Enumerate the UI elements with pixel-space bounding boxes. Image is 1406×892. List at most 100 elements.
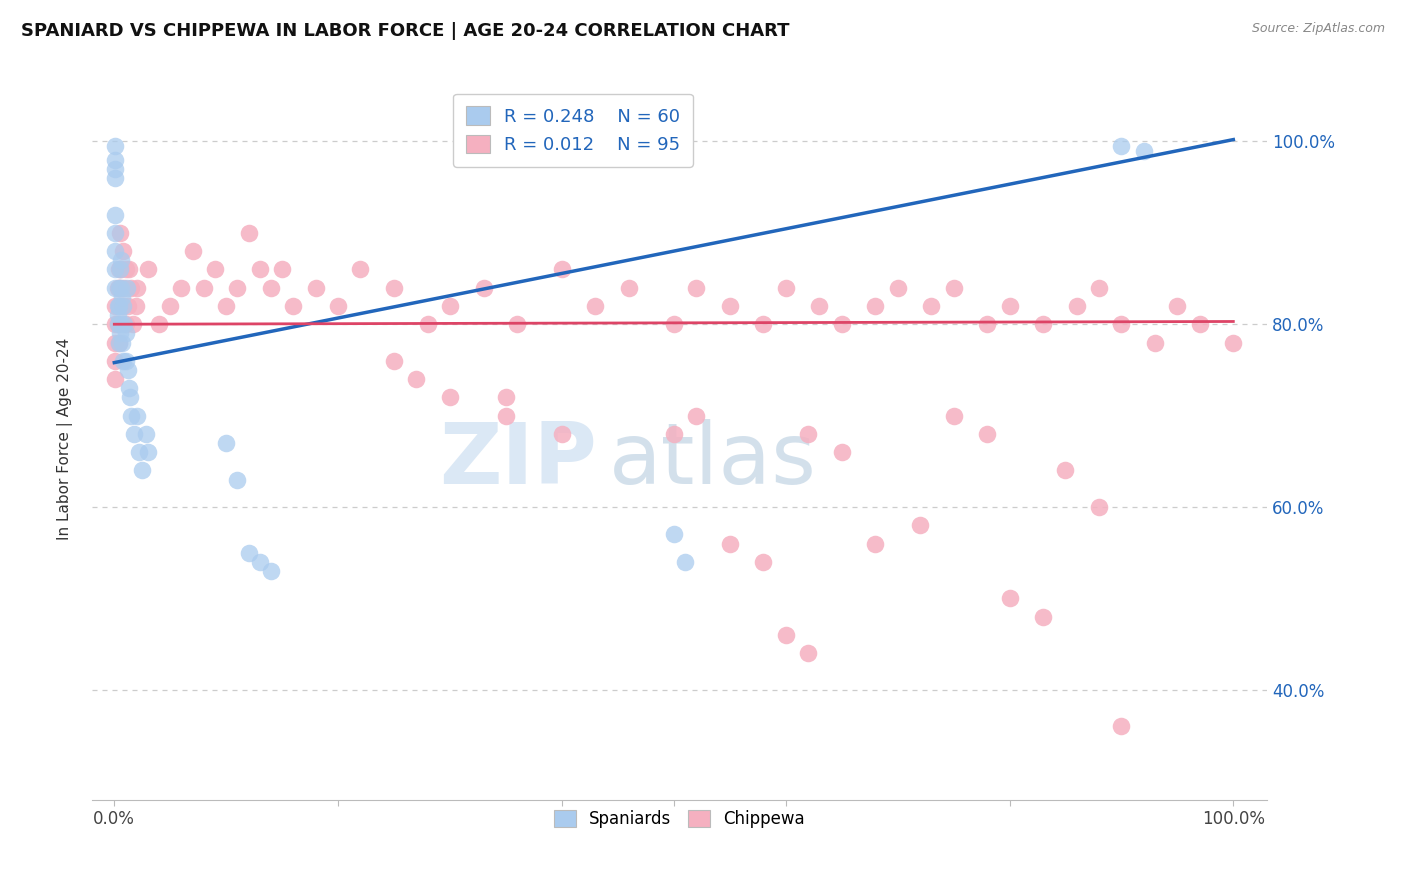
Point — [831, 445, 853, 459]
Point — [120, 280, 142, 294]
Point — [1166, 299, 1188, 313]
Point — [108, 226, 131, 240]
Point — [238, 546, 260, 560]
Point — [107, 280, 129, 294]
Point — [1088, 280, 1111, 294]
Point — [865, 536, 887, 550]
Point — [108, 262, 131, 277]
Point — [976, 317, 998, 331]
Point — [181, 244, 204, 259]
Point — [112, 280, 135, 294]
Legend: Spaniards, Chippewa: Spaniards, Chippewa — [547, 803, 811, 835]
Text: Source: ZipAtlas.com: Source: ZipAtlas.com — [1251, 22, 1385, 36]
Point — [775, 280, 797, 294]
Point — [439, 299, 461, 313]
Point — [104, 262, 127, 277]
Point — [135, 426, 157, 441]
Point — [718, 536, 741, 550]
Point — [118, 262, 141, 277]
Text: ZIP: ZIP — [440, 418, 598, 501]
Point — [114, 326, 136, 341]
Point — [112, 353, 135, 368]
Point — [104, 161, 127, 176]
Point — [112, 299, 135, 313]
Point — [775, 628, 797, 642]
Point — [117, 299, 139, 313]
Point — [998, 591, 1021, 606]
Point — [104, 139, 127, 153]
Point — [104, 299, 127, 313]
Point — [170, 280, 193, 294]
Point — [131, 463, 153, 477]
Point — [114, 353, 136, 368]
Point — [107, 335, 129, 350]
Point — [260, 564, 283, 578]
Point — [1111, 317, 1133, 331]
Point — [920, 299, 942, 313]
Point — [797, 426, 820, 441]
Point — [1188, 317, 1211, 331]
Point — [107, 335, 129, 350]
Point — [718, 299, 741, 313]
Point — [110, 262, 132, 277]
Point — [193, 280, 215, 294]
Point — [673, 555, 696, 569]
Y-axis label: In Labor Force | Age 20-24: In Labor Force | Age 20-24 — [58, 337, 73, 540]
Point — [104, 153, 127, 167]
Point — [662, 317, 685, 331]
Point — [215, 436, 238, 450]
Point — [662, 527, 685, 541]
Point — [114, 317, 136, 331]
Point — [104, 317, 127, 331]
Point — [124, 426, 146, 441]
Point — [1032, 609, 1054, 624]
Point — [942, 409, 965, 423]
Point — [128, 445, 150, 459]
Point — [108, 326, 131, 341]
Point — [998, 299, 1021, 313]
Point — [104, 171, 127, 186]
Point — [215, 299, 238, 313]
Point — [115, 280, 138, 294]
Point — [495, 390, 517, 404]
Point — [283, 299, 305, 313]
Point — [382, 280, 405, 294]
Point — [136, 262, 159, 277]
Point — [617, 280, 640, 294]
Point — [110, 253, 132, 268]
Point — [111, 299, 134, 313]
Point — [439, 390, 461, 404]
Point — [111, 290, 134, 304]
Point — [349, 262, 371, 277]
Point — [249, 262, 271, 277]
Point — [125, 409, 148, 423]
Point — [104, 280, 127, 294]
Text: atlas: atlas — [609, 418, 817, 501]
Point — [122, 317, 145, 331]
Point — [107, 299, 129, 313]
Point — [117, 363, 139, 377]
Point — [226, 280, 249, 294]
Point — [685, 280, 707, 294]
Point — [159, 299, 181, 313]
Point — [662, 426, 685, 441]
Point — [111, 335, 134, 350]
Point — [1066, 299, 1088, 313]
Point — [148, 317, 170, 331]
Point — [886, 280, 908, 294]
Point — [120, 409, 142, 423]
Point — [114, 262, 136, 277]
Point — [112, 244, 135, 259]
Point — [107, 262, 129, 277]
Point — [382, 353, 405, 368]
Point — [104, 244, 127, 259]
Point — [1133, 144, 1156, 158]
Point — [506, 317, 529, 331]
Point — [865, 299, 887, 313]
Point — [551, 426, 574, 441]
Point — [1143, 335, 1166, 350]
Point — [104, 208, 127, 222]
Point — [238, 226, 260, 240]
Point — [416, 317, 439, 331]
Point — [752, 555, 775, 569]
